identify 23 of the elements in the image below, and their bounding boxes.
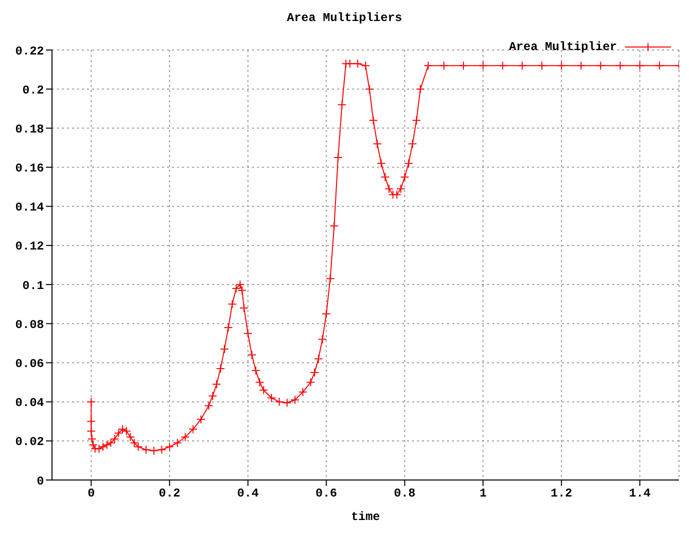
x-tick-label: 0.2 [158, 486, 180, 501]
y-tick-label: 0.04 [15, 396, 44, 410]
y-tick-label: 0.2 [22, 83, 44, 98]
y-tick-label: 0.12 [15, 240, 44, 254]
x-tick-label: 0.4 [237, 486, 259, 501]
y-tick-label: 0.22 [15, 44, 44, 58]
y-tick-label: 0.02 [15, 435, 44, 450]
x-axis-title: time [351, 510, 380, 524]
x-tick-label: 1.2 [550, 486, 572, 501]
y-tick-label: 0.1 [22, 278, 44, 293]
y-tick-label: 0.08 [15, 318, 44, 332]
y-tick-label: 0.18 [15, 122, 44, 136]
legend-label: Area Multiplier [508, 40, 617, 54]
y-tick-label: 0.16 [15, 162, 44, 176]
x-tick-label: 0 [88, 486, 95, 501]
x-tick-label: 0.6 [316, 486, 338, 501]
y-tick-label: 0.06 [15, 356, 44, 371]
x-tick-label: 0.8 [394, 486, 416, 501]
x-tick-label: 1.4 [629, 486, 651, 501]
x-tick-label: 1 [479, 486, 487, 501]
y-tick-label: 0.14 [15, 200, 44, 215]
y-tick-label: 0 [36, 474, 44, 488]
chart-title: Area Multipliers [286, 10, 404, 27]
